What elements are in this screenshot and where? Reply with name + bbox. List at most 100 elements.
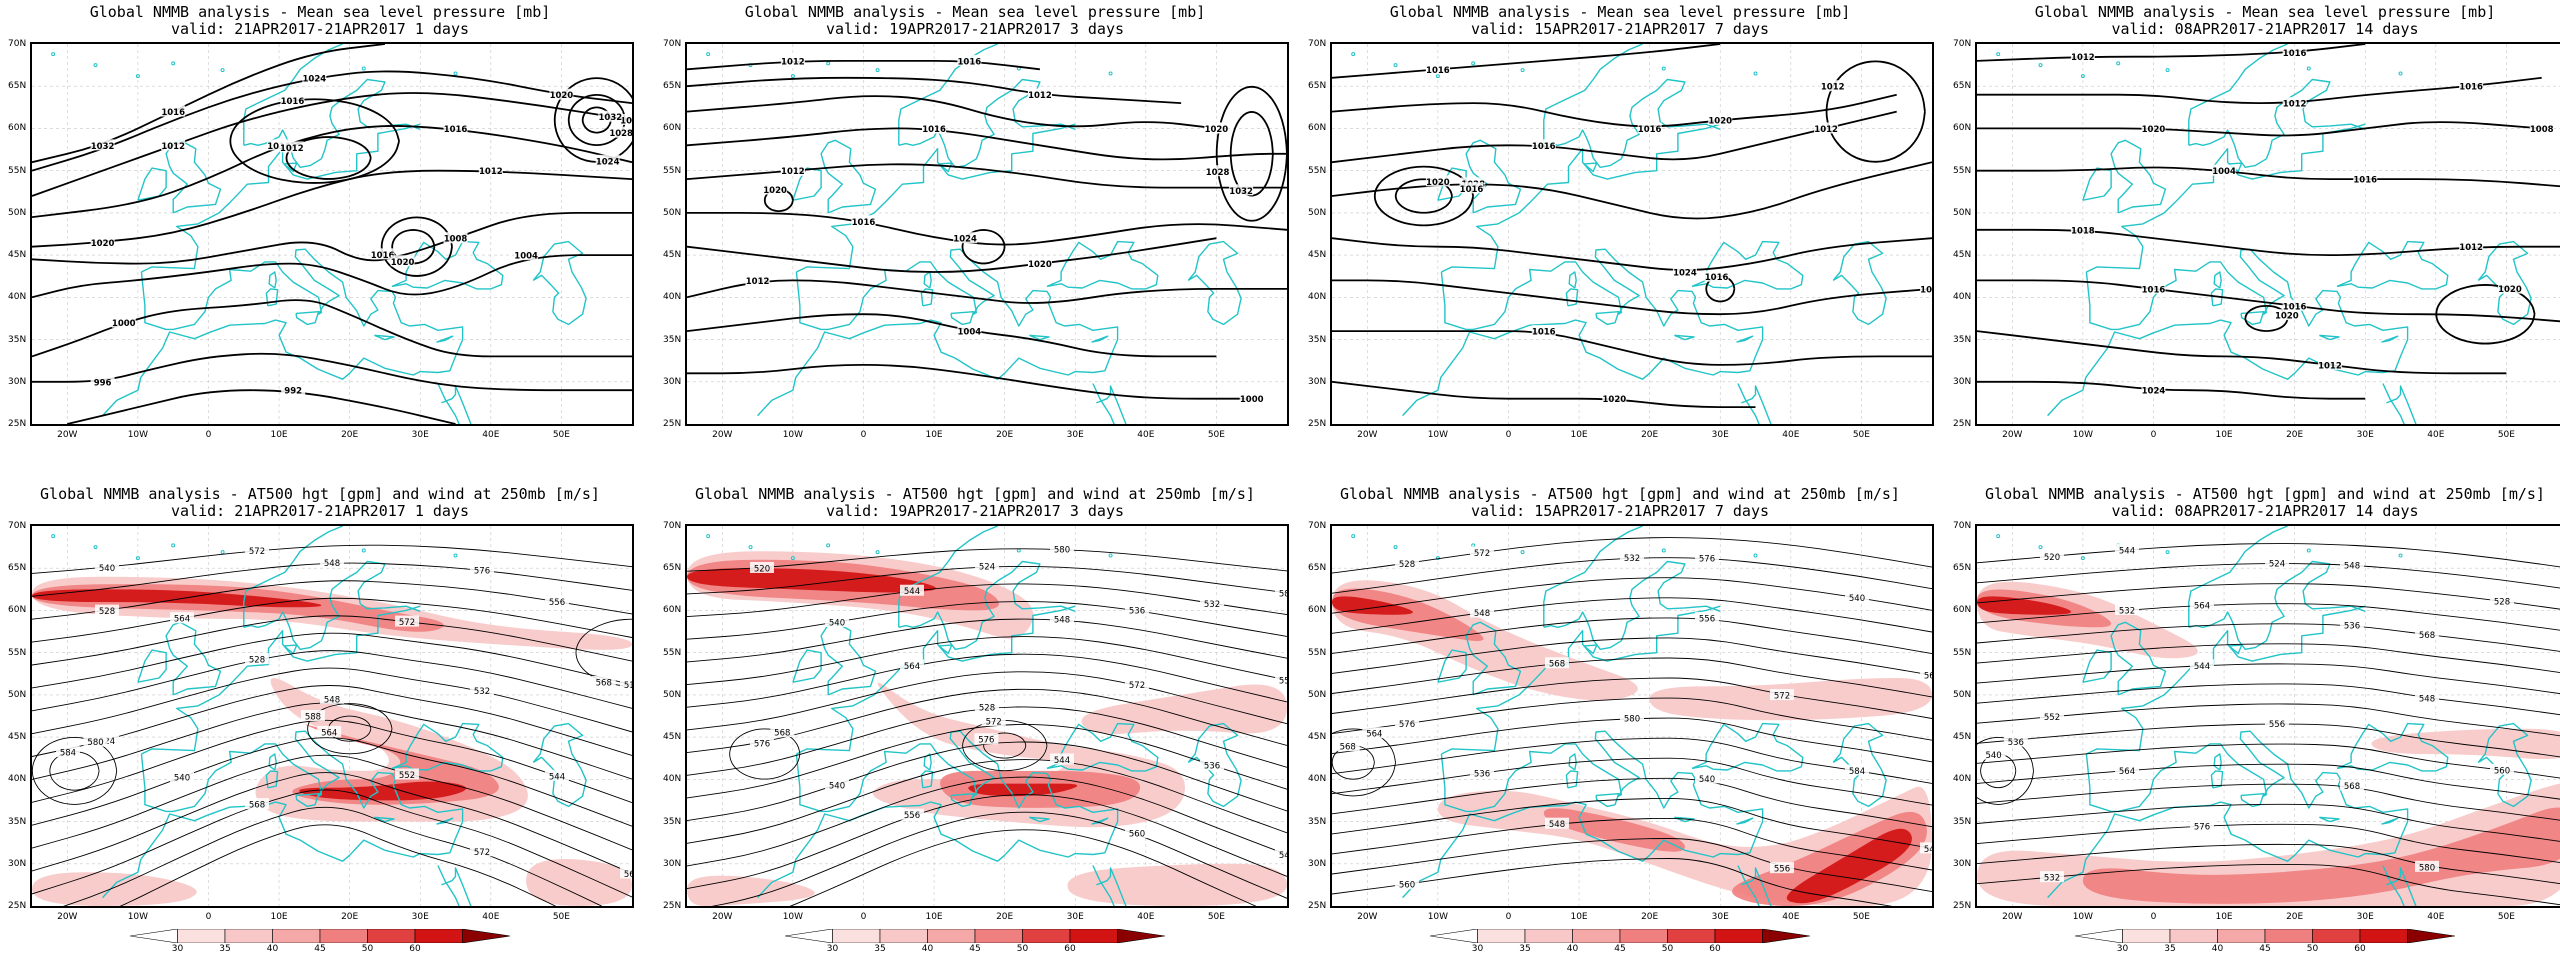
latitude-tick-label: 65N [8,563,27,574]
contour-label-bg [2497,282,2522,294]
latitude-tick-label: 45N [663,250,682,261]
latitude-tick-label: 55N [8,647,27,658]
latitude-tick-label: 45N [1308,250,1327,261]
height-contour [1977,743,2560,779]
isobar [1977,228,2560,257]
z500-wind-panel: Global NMMB analysis - AT500 hgt [gpm] a… [655,486,1295,954]
coastline [2210,770,2224,789]
coastline [2382,865,2405,906]
latitude-tick-label: 40N [663,774,682,785]
contour-label-bg [1204,122,1229,134]
contour-label: 532 [474,687,490,697]
contour-label: 572 [986,718,1002,728]
contour-label-bg [2490,763,2514,775]
coastlines [1351,44,1887,424]
wind-colorbar: 30 35 40 45 50 60 [2074,928,2456,958]
isobar [1373,165,1475,227]
coastline [1736,817,1754,825]
island [2398,553,2403,558]
contour-label: 1016 [2353,176,2377,186]
latitude-tick-label: 70N [8,39,27,49]
coastline [1465,139,1522,214]
contour-label-bg [1362,727,1387,739]
contour-label: 1020 [620,117,632,127]
contour-label: 1012 [2283,100,2307,110]
map-area: 1032102410201016101210081004100099699210… [30,42,634,426]
contour-label-bg [549,88,574,100]
contour-label-bg [245,798,269,810]
contour-label: 568 [774,729,790,739]
contour-label: 564 [321,728,337,738]
contour-label: 564 [2194,602,2210,612]
contour-label-bg [620,678,632,690]
contour-label: 548 [1054,616,1070,626]
isobar [1977,330,2507,375]
isobar [32,254,632,299]
isobar [567,94,626,146]
latitude-tick-label: 60N [1308,123,1327,134]
contour-label-bg [1695,551,1719,563]
island [706,52,711,57]
island [1661,66,1666,71]
contour-label-bg [83,735,108,747]
coastline [938,162,953,173]
contour-labels: 1032102410201016101210081004100099699210… [90,71,632,397]
height-contour [1977,736,2034,805]
contour-label-bg [90,375,115,387]
height-contour [962,720,1048,772]
longitude-tick-label: 20E [996,912,1014,922]
longitude-tick-label: 50E [2497,430,2515,440]
colorbar-swatch [1619,928,1668,944]
longitude-tick-label: 20W [57,912,78,922]
latitude-tick-label: 45N [8,250,27,261]
contour-labels: 520 524 528 532 536 540 544 548 552 556 560 564 568 5… [1981,543,2514,884]
contour-label: 524 [2269,560,2285,570]
latitude-tick-label: 25N [1953,419,1972,429]
isobar [1977,279,2560,323]
height-contour [711,811,1287,906]
contour-label: 556 [904,811,920,821]
contour-label-bg [2340,779,2364,791]
latitude-tick-label: 50N [8,689,27,700]
longitude-tick-label: 0 [205,430,212,440]
contour-label-bg [2115,543,2139,555]
coastline [938,644,953,655]
coastline [1092,865,1115,906]
contour-label: 1012 [2071,53,2095,63]
height-contour [687,636,1287,686]
longitude-tick-label: 10E [270,430,288,440]
coastline [1465,621,1522,696]
longitude-tick-label: 50E [1852,912,1870,922]
contour-label: 528 [249,656,265,666]
map-area: 520 524 528 532 536 540 544 548 552 556 560 564 568 5… [1975,524,2560,908]
contour-label: 1020 [1028,260,1052,270]
contour-label-bg [953,232,978,244]
contour-label-bg [620,114,632,125]
island [2306,548,2311,553]
contour-label: 1024 [596,157,620,167]
contour-label: 564 [624,870,632,880]
map-area: 1012103210281024102010161012100810041000… [685,42,1289,426]
colorbar-tick-label: 40 [266,944,279,954]
wind-shading [1977,581,2560,906]
contour-label-bg [95,561,119,573]
coastline [1674,334,1695,341]
contour-label-bg [1125,827,1149,839]
contour-label: 996 [94,378,112,388]
contour-label-bg [281,384,306,396]
contour-label-bg [1672,266,1697,277]
contour-label-bg [2190,599,2214,611]
coastline [2319,334,2340,341]
island [2116,61,2121,66]
contour-label: 548 [2344,561,2360,571]
contour-label: 556 [549,598,565,608]
mslp-panel: Global NMMB analysis - Mean sea level pr… [0,4,640,444]
contour-label-bg [1205,165,1230,177]
colorbar-swatch [1022,928,1071,944]
isobar [1332,330,1932,366]
colorbar-tick-label: 60 [409,944,421,954]
contour-label-bg [1531,139,1556,151]
contour-label: 540 [829,619,845,629]
height-contour [1332,777,1932,828]
coastline [2047,730,2409,899]
